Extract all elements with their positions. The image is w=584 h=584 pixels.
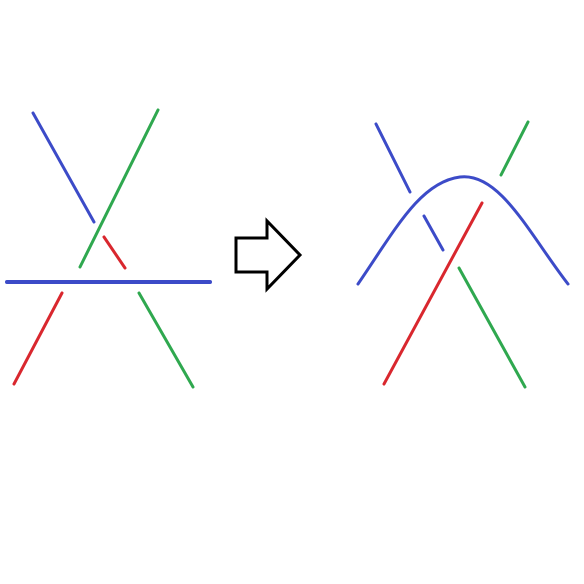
transform-arrow (236, 221, 300, 289)
right-blue-arch (358, 177, 568, 284)
left-blue-strand-upper (33, 113, 94, 222)
left-red-strand-lower (14, 293, 62, 384)
right-arrow-icon (236, 221, 300, 289)
right-blue-strand-upper-b (424, 216, 443, 250)
right-panel (358, 122, 568, 387)
right-green-strand-lower (459, 268, 525, 387)
left-green-strand-upper (80, 110, 158, 267)
left-green-strand-lower (139, 293, 193, 387)
right-green-strand-upper (501, 122, 528, 175)
left-panel (7, 110, 210, 387)
right-blue-strand-upper-a (376, 124, 410, 192)
left-red-strand-upper (104, 237, 125, 268)
